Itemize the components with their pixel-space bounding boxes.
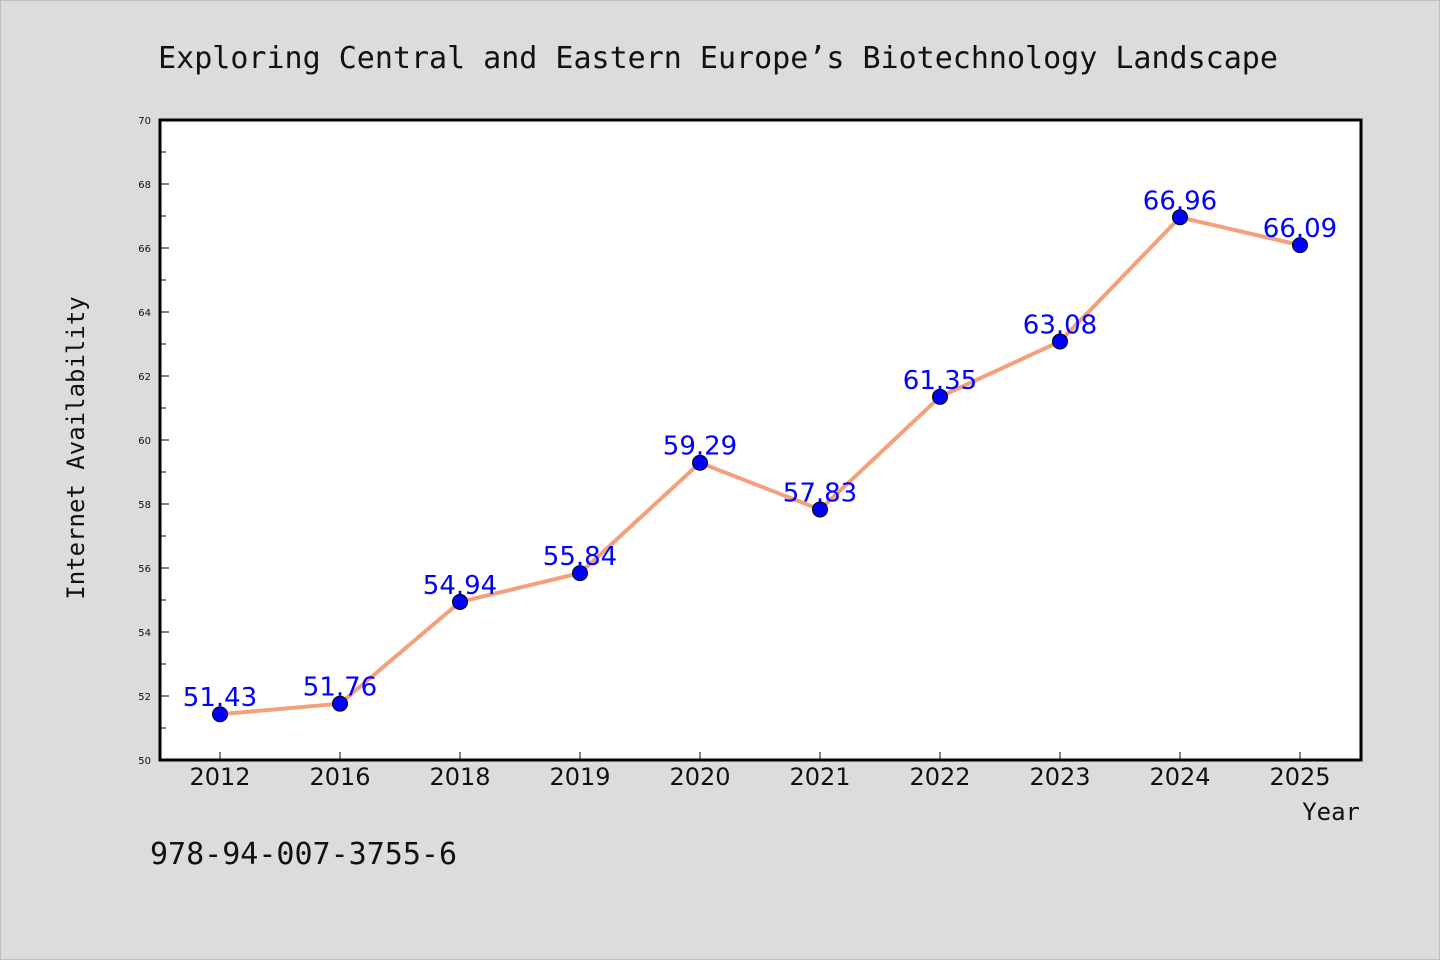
chart-title: Exploring Central and Eastern Europe’s B… <box>158 41 1278 76</box>
data-point-6 <box>932 388 948 405</box>
data-series <box>212 209 1308 723</box>
x-axis: 2012 2016 2018 2019 2020 2021 2022 2023 2024 2025 <box>189 752 1331 791</box>
y-tick-label-5: 60 <box>138 436 151 447</box>
x-tick-label-2: 2018 <box>429 763 490 791</box>
isbn-text: 978-94-007-3755-6 <box>150 837 457 872</box>
data-point-0 <box>212 706 228 723</box>
y-tick-label-3: 56 <box>138 564 151 575</box>
y-tick-label-8: 66 <box>138 244 151 255</box>
data-label-0: 51.43 <box>183 683 257 713</box>
y-tick-label-0: 50 <box>138 756 151 767</box>
x-tick-label-4: 2020 <box>669 763 730 791</box>
data-point-7 <box>1052 333 1068 350</box>
y-tick-label-7: 64 <box>138 308 151 319</box>
x-tick-label-3: 2019 <box>549 763 610 791</box>
data-point-4 <box>692 454 708 471</box>
data-point-9 <box>1292 237 1308 254</box>
data-point-5 <box>812 501 828 518</box>
y-axis-label: Internet Availability <box>62 296 90 599</box>
data-point-3 <box>572 565 588 582</box>
data-label-8: 66.96 <box>1143 186 1217 216</box>
y-tick-label-4: 58 <box>138 500 151 511</box>
data-point-2 <box>452 593 468 610</box>
x-tick-label-0: 2012 <box>189 763 250 791</box>
data-label-5: 57.83 <box>783 478 857 508</box>
series-line-0 <box>218 215 1302 717</box>
data-label-6: 61.35 <box>903 366 977 396</box>
x-tick-label-6: 2022 <box>909 763 970 791</box>
plot-area <box>158 118 1363 762</box>
y-tick-label-2: 54 <box>138 628 151 639</box>
x-tick-label-8: 2024 <box>1149 763 1210 791</box>
y-axis: 50 52 54 56 58 60 62 64 66 68 70 <box>138 116 169 767</box>
data-label-9: 66.09 <box>1263 214 1337 244</box>
x-tick-label-1: 2016 <box>309 763 370 791</box>
x-axis-label: Year <box>1302 798 1360 826</box>
data-label-1: 51.76 <box>303 673 377 703</box>
y-tick-label-6: 62 <box>138 372 151 383</box>
x-tick-label-9: 2025 <box>1269 763 1330 791</box>
data-label-2: 54.94 <box>423 571 497 601</box>
data-labels: 51.43 51.76 54.94 55.84 59.29 57.83 61.35 63.08… <box>183 186 1337 713</box>
data-point-8 <box>1172 209 1188 226</box>
data-point-1 <box>332 695 348 712</box>
data-label-7: 63.08 <box>1023 310 1097 340</box>
y-tick-label-10: 70 <box>138 116 151 127</box>
x-tick-label-5: 2021 <box>789 763 850 791</box>
data-label-4: 59.29 <box>663 432 737 462</box>
data-label-3: 55.84 <box>543 542 617 572</box>
x-tick-label-7: 2023 <box>1029 763 1090 791</box>
y-tick-label-9: 68 <box>138 180 151 191</box>
y-tick-label-1: 52 <box>138 692 151 703</box>
